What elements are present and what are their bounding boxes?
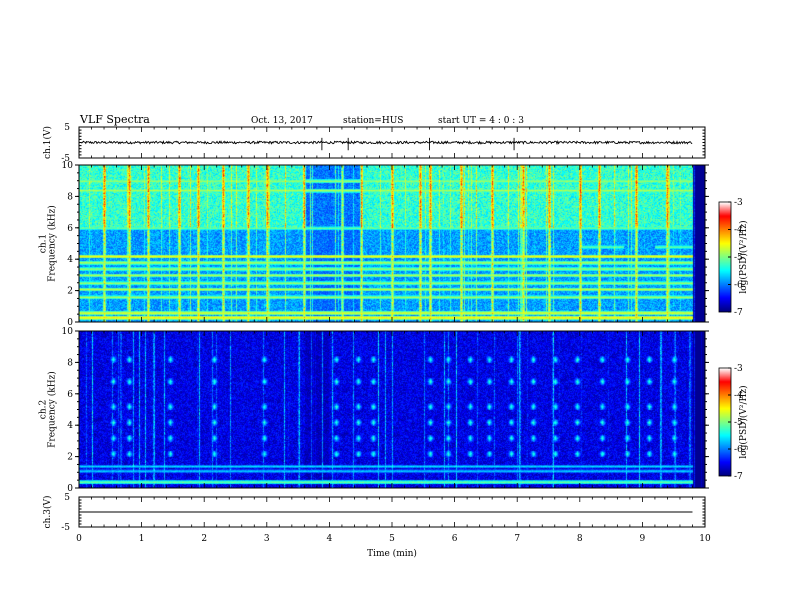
ch3-waveform-xtick-label: 9 bbox=[640, 534, 646, 544]
ch3-waveform-xtick-label: 10 bbox=[699, 534, 711, 544]
ch1-spectrogram-ytick-label: 4 bbox=[67, 255, 73, 265]
ch2-spectrogram-ytick-label: 6 bbox=[67, 390, 73, 400]
ch2-spectrogram-panel: 0 2 4 6 8 10 ch.2 Frequency (kHz) bbox=[39, 327, 709, 494]
ch1-waveform-trace bbox=[80, 140, 693, 146]
ch3-waveform-xtick-label: 0 bbox=[76, 534, 82, 544]
ch3-waveform-xtick-label: 4 bbox=[327, 534, 333, 544]
ch1-spectrogram-ytick-label: 8 bbox=[67, 192, 73, 202]
ch1-spectrogram-ytick-label: 10 bbox=[62, 161, 74, 171]
ch3-waveform-xtick-label: 5 bbox=[389, 534, 395, 544]
ch2-spectrogram-ytick-label: 4 bbox=[67, 421, 73, 431]
ch2-spectrogram-ylabel: Frequency (kHz) bbox=[47, 371, 58, 448]
ch3-waveform-xtick-label: 2 bbox=[201, 534, 207, 544]
cb1-tick-label: -6 bbox=[734, 281, 743, 291]
cb1-tick-label: -4 bbox=[734, 226, 743, 236]
colorbar-ch2: -3 -4 -5 -6 -7 log(PSD)(V²/Hz) bbox=[718, 364, 749, 482]
ch1-spectrogram-ytick-label: 2 bbox=[67, 287, 73, 297]
ch1-spectrogram-image bbox=[79, 165, 705, 322]
ch1-spectrogram-panel: 0 2 4 6 8 10 ch.1 Frequency (kHz) bbox=[39, 161, 709, 328]
ch3-waveform-xtick-label: 8 bbox=[577, 534, 583, 544]
station-label: station=HUS bbox=[343, 116, 403, 126]
ch1-waveform-ytick-label: -5 bbox=[61, 154, 70, 164]
ch2-spectrogram-image bbox=[79, 331, 705, 488]
date-label: Oct. 13, 2017 bbox=[251, 116, 313, 126]
ch1-spectrogram-ylabel: Frequency (kHz) bbox=[47, 205, 58, 282]
ch3-waveform-ytick-label: -5 bbox=[61, 523, 70, 533]
ch2-spectrogram-ytick-label: 8 bbox=[67, 358, 73, 368]
ch2-spectrogram-ytick-label: 10 bbox=[62, 327, 74, 337]
cb2-tick-label: -4 bbox=[734, 391, 743, 401]
figure-title: VLF Spectra bbox=[79, 113, 150, 126]
colorbar-ch1: -3 -4 -5 -6 -7 log(PSD)(V²/Hz) bbox=[718, 198, 749, 318]
ch1-waveform-ylabel: ch.1(V) bbox=[42, 126, 53, 159]
cb2-label: log(PSD)(V²/Hz) bbox=[738, 385, 749, 458]
ch1-waveform-ytick-label: 5 bbox=[64, 123, 70, 133]
ch2-spectrogram-ytick-label: 0 bbox=[67, 484, 73, 494]
ch3-waveform-panel: 5 -5 ch.3(V) 0 1 2 3 4 5 6 7 8 9 10 Time (min) bbox=[42, 493, 711, 559]
cb1-label: log(PSD)(V²/Hz) bbox=[738, 220, 749, 293]
start-time-label: start UT = 4 : 0 : 3 bbox=[438, 116, 524, 126]
cb2-tick-label: -5 bbox=[734, 418, 743, 428]
ch2-spectrogram-ytick-label: 2 bbox=[67, 453, 73, 463]
cb1-tick-label: -5 bbox=[734, 253, 743, 263]
ch3-waveform-xtick-label: 7 bbox=[514, 534, 520, 544]
ch3-waveform-xlabel: Time (min) bbox=[367, 548, 417, 559]
ch1-waveform-panel: 5 -5 ch.1(V) bbox=[42, 123, 706, 164]
ch3-waveform-xtick-label: 6 bbox=[452, 534, 458, 544]
cb2-tick-label: -3 bbox=[734, 364, 743, 374]
ch3-waveform-xtick-label: 3 bbox=[264, 534, 270, 544]
cb2-tick-label: -6 bbox=[734, 445, 743, 455]
ch1-spectrogram-ytick-label: 0 bbox=[67, 318, 73, 328]
cb2-tick-label: -7 bbox=[734, 472, 743, 482]
ch1-spectrogram-ytick-label: 6 bbox=[67, 224, 73, 234]
ch3-waveform-ylabel: ch.3(V) bbox=[42, 496, 53, 529]
ch3-waveform-xtick-label: 1 bbox=[139, 534, 145, 544]
ch3-waveform-ytick-label: 5 bbox=[64, 493, 70, 503]
cb1-tick-label: -3 bbox=[734, 198, 743, 208]
ch1-spectrogram-ylabel: ch.1 bbox=[39, 234, 49, 253]
ch2-spectrogram-ylabel: ch.2 bbox=[39, 400, 49, 419]
cb1-tick-label: -7 bbox=[734, 308, 743, 318]
